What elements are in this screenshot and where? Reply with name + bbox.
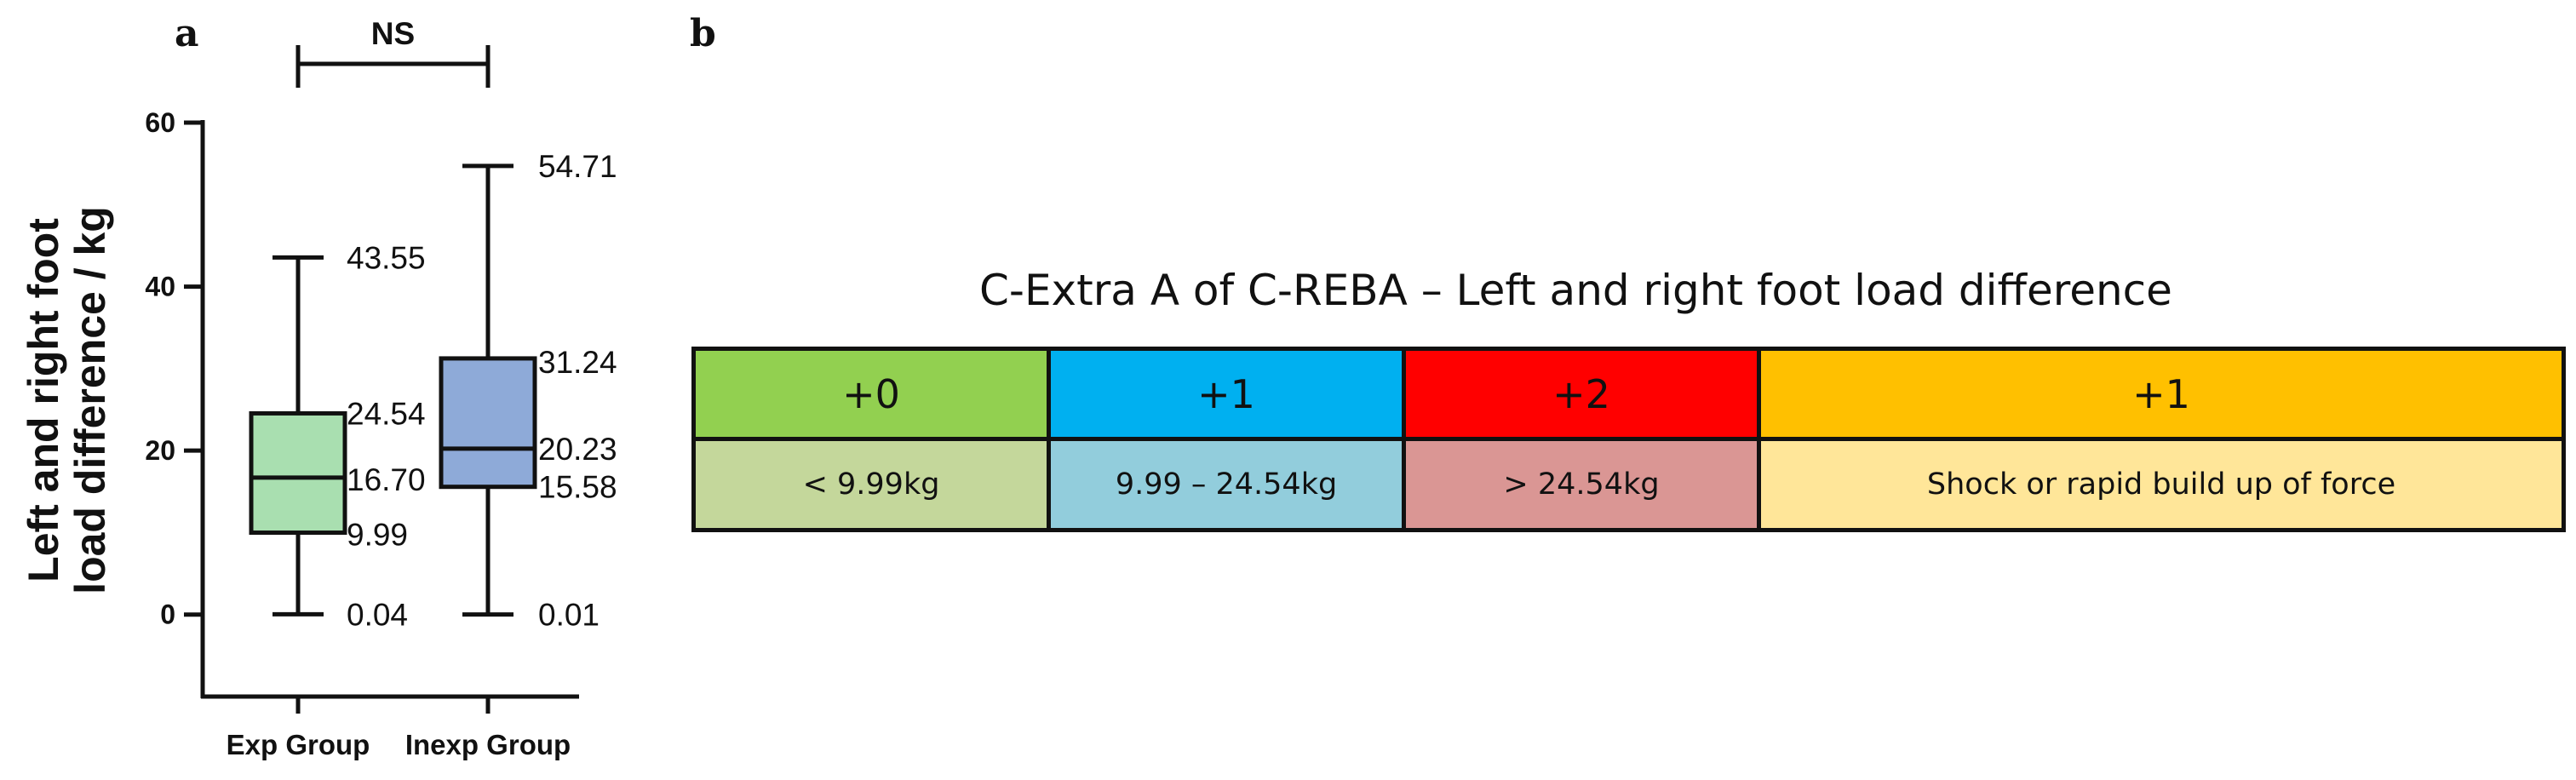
iqr-box [439, 356, 537, 490]
box-plot-chart: 0 20 40 60 Exp Group Inexp Group Left and righ… [20, 16, 617, 760]
value-label-max: 54.71 [538, 149, 617, 184]
score-row: +0 +1 +2 +1 [691, 347, 2566, 441]
x-tick-label: Inexp Group [405, 729, 571, 760]
x-tick-label: Exp Group [227, 729, 370, 760]
iqr-box [249, 410, 347, 536]
criterion-cell: 9.99 – 24.54kg [1047, 437, 1406, 532]
value-label-q3: 31.24 [538, 345, 617, 380]
value-label-q1: 9.99 [347, 518, 408, 553]
value-label-min: 0.01 [538, 598, 600, 633]
table-title: C-Extra A of C-REBA – Left and right foo… [979, 266, 2172, 315]
score-table: +0 +1 +2 +1 < 9.99kg 9.99 – 24.54kg > 24… [691, 347, 2566, 532]
criterion-cell: > 24.54kg [1402, 437, 1761, 532]
score-cell: +1 [1757, 347, 2566, 441]
score-cell: +2 [1402, 347, 1761, 441]
panel-b: b C-Extra A of C-REBA – Left and right f… [673, 0, 2576, 776]
value-label-q1: 15.58 [538, 470, 617, 505]
y-tick-label: 60 [145, 107, 175, 138]
criterion-cell: Shock or rapid build up of force [1757, 437, 2566, 532]
y-axis-label-line2: load difference / kg [66, 206, 114, 594]
panel-a-letter: a [175, 12, 199, 55]
score-cell: +0 [691, 347, 1051, 441]
score-cell: +1 [1047, 347, 1406, 441]
y-tick-label: 20 [145, 435, 175, 466]
value-label-max: 43.55 [347, 240, 426, 275]
y-axis-label-line1: Left and right foot [20, 218, 67, 582]
y-tick-label: 40 [145, 272, 175, 302]
value-label-min: 0.04 [347, 597, 408, 632]
value-label-median: 20.23 [538, 432, 617, 467]
value-label-median: 16.70 [347, 462, 426, 497]
y-tick-label: 0 [160, 599, 175, 630]
panel-a: a 0 20 40 60 Exp Group Inexp Group Left and ri… [0, 0, 647, 776]
significance-label: NS [371, 16, 415, 51]
criterion-cell: < 9.99kg [691, 437, 1051, 532]
criterion-row: < 9.99kg 9.99 – 24.54kg > 24.54kg Shock … [691, 437, 2566, 532]
value-label-q3: 24.54 [347, 396, 426, 431]
panel-b-letter: b [690, 12, 716, 55]
